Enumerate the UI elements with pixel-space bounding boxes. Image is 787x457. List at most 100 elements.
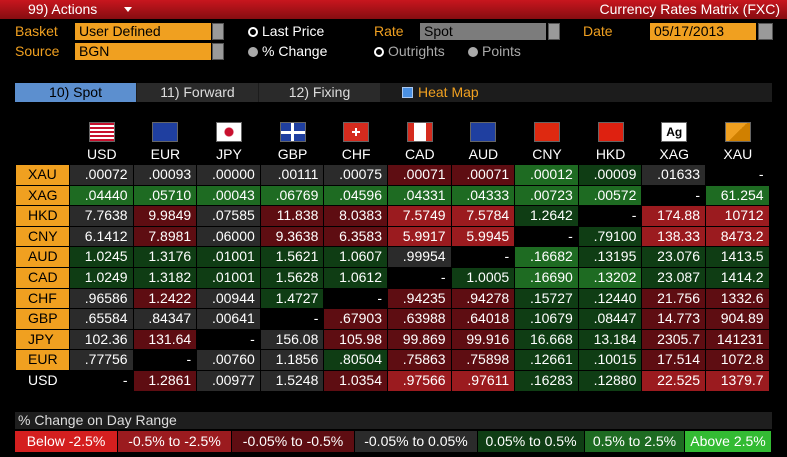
heat-map-label[interactable]: Heat Map [418, 84, 479, 100]
row-header: CAD [16, 268, 69, 288]
rate-cell: .00072 [70, 165, 133, 185]
rate-cell: 7.5784 [451, 206, 515, 226]
rate-cell: .13202 [578, 268, 642, 288]
rate-cell: .97611 [451, 371, 515, 391]
rate-cell: .94278 [451, 288, 515, 309]
price-option[interactable]: % Change [262, 43, 328, 59]
column-header: CHF [341, 146, 371, 162]
basket-field[interactable]: User Defined [75, 23, 211, 40]
rate-cell: .06000 [197, 226, 260, 247]
rate-cell: .00093 [133, 165, 197, 185]
rate-cell: 9.3638 [260, 226, 324, 247]
column-header: GBP [277, 146, 308, 162]
rate-cell: 23.076 [642, 247, 705, 267]
rate-cell: .13195 [578, 247, 642, 267]
rate-cell: .01001 [197, 268, 260, 288]
rate-cell: 1.0249 [70, 268, 133, 288]
legend-item: -0.05% to -0.5% [232, 431, 354, 452]
rate-cell: 1.2422 [133, 288, 197, 309]
column-header: EUR [150, 146, 181, 162]
dropdown-button[interactable] [212, 23, 224, 40]
rate-cell: - [70, 371, 133, 391]
row-header: CHF [16, 288, 69, 309]
dropdown-button[interactable] [548, 23, 560, 40]
rate-cell: .64018 [451, 309, 515, 329]
rate-cell: 1.2642 [515, 206, 578, 226]
rate-cell: .04333 [451, 185, 515, 206]
quote-option[interactable]: Points [482, 43, 521, 59]
rate-cell: .04331 [388, 185, 451, 206]
column-header: HKD [595, 146, 626, 162]
rate-cell: .10015 [578, 350, 642, 370]
currency-flag [88, 122, 115, 142]
row-header: EUR [16, 350, 69, 370]
currency-flag [279, 122, 306, 142]
rate-cell: 1.0612 [324, 268, 387, 288]
rate-cell: - [642, 185, 705, 206]
rate-cell: 61.254 [706, 185, 769, 206]
quote-option[interactable]: Outrights [388, 43, 445, 59]
rate-cell: 10712 [706, 206, 769, 226]
currency-flag [470, 122, 497, 142]
heat-map-checkbox[interactable] [402, 87, 413, 98]
currency-flag [406, 122, 433, 142]
column-header: XAU [723, 146, 753, 162]
rate-cell: 17.514 [642, 350, 705, 370]
tab[interactable]: 12) Fixing [259, 83, 380, 102]
rate-cell: .00071 [388, 165, 451, 185]
rate-cell: 22.525 [642, 371, 705, 391]
legend-title-bar: % Change on Day Range [15, 412, 772, 429]
column-header: USD [87, 146, 117, 162]
rate-cell: - [515, 226, 578, 247]
source-field[interactable]: BGN [75, 43, 211, 60]
currency-flag [216, 122, 242, 142]
rate-cell: .16690 [515, 268, 578, 288]
rate-cell: .06769 [260, 185, 324, 206]
row-header: JPY [16, 329, 69, 350]
calendar-button[interactable] [758, 23, 773, 40]
rate-cell: 13.184 [578, 329, 642, 350]
rate-cell: 1.2861 [133, 371, 197, 391]
rate-cell: .00641 [197, 309, 260, 329]
rate-label: Rate [374, 23, 404, 39]
rate-cell: 5.9917 [388, 226, 451, 247]
rate-cell: .04596 [324, 185, 387, 206]
rate-cell: .00977 [197, 371, 260, 391]
rate-cell: 14.773 [642, 309, 705, 329]
rate-cell: .00009 [578, 165, 642, 185]
tab[interactable]: 10) Spot [15, 83, 136, 102]
actions-caret [124, 7, 132, 12]
rate-cell: 7.8981 [133, 226, 197, 247]
rate-cell: 1332.6 [706, 288, 769, 309]
rate-cell: .00012 [515, 165, 578, 185]
rate-cell: 1.0005 [451, 268, 515, 288]
actions-button[interactable]: 99) Actions [28, 1, 98, 17]
rate-cell: .79100 [578, 226, 642, 247]
rate-cell: .10679 [515, 309, 578, 329]
rate-cell: - [706, 165, 769, 185]
radio-button[interactable] [248, 27, 258, 37]
radio-button[interactable] [468, 47, 478, 57]
radio-button[interactable] [248, 47, 258, 57]
tab[interactable]: 11) Forward [137, 83, 258, 102]
dropdown-button[interactable] [212, 43, 224, 60]
price-option[interactable]: Last Price [262, 23, 325, 39]
date-field[interactable]: 05/17/2013 [650, 23, 756, 40]
rate-field[interactable]: Spot [420, 23, 546, 40]
radio-button[interactable] [374, 47, 384, 57]
rate-cell: .12440 [578, 288, 642, 309]
header-bar [0, 0, 787, 19]
rate-cell: - [324, 288, 387, 309]
rate-cell: .99954 [388, 247, 451, 267]
rate-cell: 156.08 [260, 329, 324, 350]
rate-cell: 1.3182 [133, 268, 197, 288]
rate-cell: 11.838 [260, 206, 324, 226]
currency-flag [152, 122, 179, 142]
rate-cell: 174.88 [642, 206, 705, 226]
currency-flag [534, 122, 560, 142]
rate-cell: 6.1412 [70, 226, 133, 247]
rate-cell: .84347 [133, 309, 197, 329]
rate-cell: .80504 [324, 350, 387, 370]
column-header: JPY [216, 146, 242, 162]
